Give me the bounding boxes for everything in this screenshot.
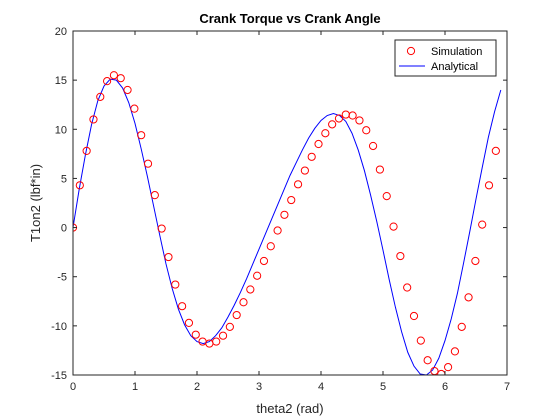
simulation-point — [89, 115, 98, 124]
simulation-point — [293, 180, 303, 189]
simulation-point — [191, 330, 200, 339]
simulation-point — [382, 192, 391, 201]
x-tick-label: 4 — [318, 381, 324, 393]
y-tick-label: -5 — [57, 272, 67, 284]
simulation-point — [103, 77, 112, 86]
simulation-point — [287, 195, 296, 205]
simulation-point — [280, 210, 289, 219]
y-axis-label: T1on2 (lbf*in) — [28, 164, 43, 242]
simulation-point — [450, 347, 460, 356]
simulation-point — [478, 220, 487, 229]
simulation-point — [253, 271, 262, 280]
simulation-point — [273, 226, 282, 235]
simulation-point — [368, 141, 378, 151]
legend: Simulation Analytical — [394, 39, 497, 77]
simulation-point — [116, 74, 125, 83]
y-tick-label: -10 — [51, 321, 67, 333]
simulation-point — [164, 252, 173, 262]
simulation-point — [232, 310, 241, 320]
simulation-point — [484, 181, 494, 190]
simulation-point — [362, 126, 371, 135]
x-tick-label: 0 — [70, 381, 76, 393]
simulation-point — [184, 318, 194, 328]
simulation-point — [334, 114, 344, 123]
series-layer — [73, 71, 502, 375]
x-tick-label: 2 — [194, 381, 200, 393]
simulation-point — [491, 146, 500, 156]
simulation-point — [403, 283, 412, 292]
simulation-point — [225, 322, 234, 331]
simulation-point — [143, 159, 153, 168]
legend-simulation-marker — [406, 46, 416, 56]
simulation-point — [328, 120, 337, 129]
simulation-point — [75, 181, 84, 190]
simulation-point — [178, 302, 187, 311]
simulation-point — [259, 256, 269, 266]
x-tick-label: 1 — [132, 381, 138, 393]
simulation-point — [300, 166, 309, 175]
x-tick-label: 3 — [256, 381, 262, 393]
simulation-point — [171, 280, 180, 289]
simulation-point — [307, 152, 316, 161]
simulation-point — [137, 131, 146, 140]
simulation-point — [471, 256, 480, 266]
axes-frame — [72, 30, 508, 376]
y-tick-label: 15 — [55, 75, 67, 87]
axes-box — [72, 30, 508, 376]
y-tick-label: 20 — [55, 26, 67, 38]
simulation-point — [109, 71, 119, 80]
x-tick-label: 7 — [504, 381, 510, 393]
simulation-point — [314, 139, 323, 149]
simulation-point — [396, 251, 405, 261]
simulation-point — [150, 191, 159, 200]
simulation-point — [157, 224, 166, 233]
simulation-point — [389, 222, 398, 231]
simulation-point — [130, 104, 139, 113]
simulation-point — [239, 298, 248, 307]
legend-entry-label: Simulation — [431, 46, 482, 58]
simulation-point — [96, 92, 105, 101]
x-axis-label: theta2 (rad) — [256, 401, 323, 416]
simulation-point — [82, 146, 91, 156]
legend-box — [394, 39, 497, 77]
simulation-point — [423, 356, 432, 365]
simulation-point — [218, 331, 228, 340]
simulation-point — [246, 285, 255, 294]
simulation-point — [416, 336, 425, 345]
y-tick-label: 5 — [61, 173, 67, 185]
y-tick-label: 10 — [55, 124, 67, 136]
y-tick-label: 0 — [61, 223, 67, 235]
x-tick-label: 5 — [380, 381, 386, 393]
simulation-point — [123, 85, 132, 95]
simulation-point — [355, 116, 364, 125]
simulation-point — [409, 311, 419, 321]
simulation-point — [464, 293, 473, 302]
legend-entry-label: Analytical — [431, 61, 478, 73]
simulation-point — [375, 165, 384, 174]
chart-title: Crank Torque vs Crank Angle — [199, 11, 380, 26]
simulation-point — [348, 111, 357, 120]
ticks: 0 1 2 3 4 5 6 7 -15 -10 -5 0 5 10 15 20 — [51, 26, 510, 393]
y-tick-label: -15 — [51, 370, 67, 382]
x-tick-label: 6 — [442, 381, 448, 393]
simulation-point — [444, 363, 453, 372]
simulation-point — [457, 322, 466, 331]
simulation-point — [212, 337, 221, 346]
simulation-point — [266, 242, 275, 251]
simulation-point — [321, 129, 330, 138]
